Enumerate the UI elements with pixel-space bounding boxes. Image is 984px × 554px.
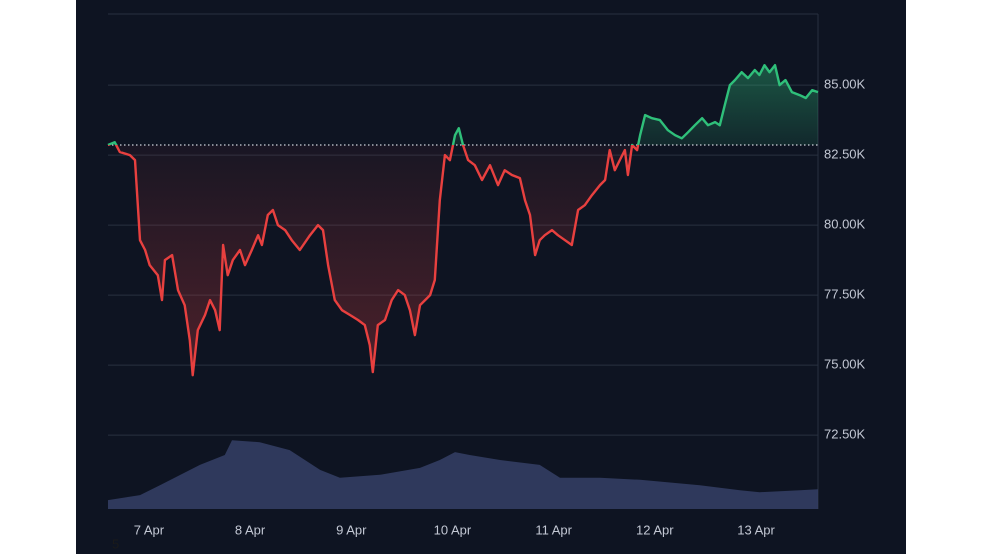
x-tick-label: 13 Apr	[737, 522, 775, 537]
y-tick-label: 77.50K	[824, 287, 866, 302]
x-tick-label: 12 Apr	[636, 522, 674, 537]
y-tick-label: 82.50K	[824, 147, 866, 162]
x-tick-label: 7 Apr	[134, 522, 165, 537]
y-tick-label: 72.50K	[824, 427, 866, 442]
x-tick-label: 11 Apr	[535, 522, 572, 537]
price-fill	[108, 65, 818, 376]
price-line	[107, 64, 819, 377]
volume-area	[108, 440, 818, 509]
x-tick-label: 9 Apr	[336, 522, 367, 537]
footnote: 5	[112, 536, 119, 551]
y-tick-label: 80.00K	[824, 217, 866, 232]
x-tick-label: 10 Apr	[434, 522, 472, 537]
x-tick-label: 8 Apr	[235, 522, 266, 537]
y-tick-label: 85.00K	[824, 77, 866, 92]
y-tick-label: 75.00K	[824, 357, 866, 372]
